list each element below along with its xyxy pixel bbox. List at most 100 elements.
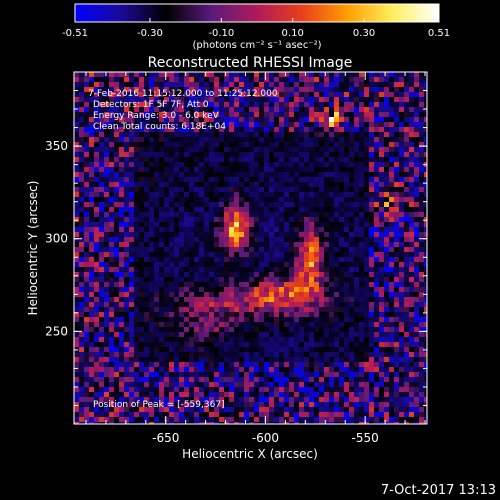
image-pixel	[109, 277, 114, 282]
image-pixel	[189, 162, 194, 167]
image-pixel	[409, 267, 414, 272]
image-pixel	[234, 117, 239, 122]
image-pixel	[294, 327, 299, 332]
image-pixel	[349, 372, 354, 377]
image-pixel	[239, 77, 244, 82]
image-pixel	[279, 222, 284, 227]
image-pixel	[179, 182, 184, 187]
image-pixel	[299, 107, 304, 112]
image-pixel	[284, 317, 289, 322]
image-pixel	[394, 192, 399, 197]
image-pixel	[159, 182, 164, 187]
image-pixel	[379, 207, 384, 212]
image-pixel	[119, 87, 124, 92]
image-pixel	[389, 327, 394, 332]
image-pixel	[254, 347, 259, 352]
image-pixel	[74, 127, 79, 132]
image-pixel	[104, 167, 109, 172]
image-pixel	[154, 92, 159, 97]
image-pixel	[199, 252, 204, 257]
image-pixel	[89, 237, 94, 242]
image-pixel	[284, 262, 289, 267]
image-pixel	[214, 147, 219, 152]
image-pixel	[354, 107, 359, 112]
image-pixel	[414, 127, 419, 132]
image-pixel	[339, 337, 344, 342]
image-pixel	[254, 242, 259, 247]
image-pixel	[134, 172, 139, 177]
image-pixel	[84, 252, 89, 257]
image-pixel	[299, 287, 304, 292]
image-pixel	[139, 307, 144, 312]
image-pixel	[319, 142, 324, 147]
image-pixel	[74, 227, 79, 232]
image-pixel	[364, 137, 369, 142]
image-pixel	[309, 337, 314, 342]
image-pixel	[284, 92, 289, 97]
image-pixel	[154, 232, 159, 237]
image-pixel	[409, 127, 414, 132]
image-pixel	[364, 312, 369, 317]
image-pixel	[294, 182, 299, 187]
image-pixel	[254, 222, 259, 227]
image-pixel	[244, 272, 249, 277]
image-pixel	[339, 387, 344, 392]
image-pixel	[349, 287, 354, 292]
image-pixel	[114, 237, 119, 242]
image-pixel	[199, 172, 204, 177]
image-pixel	[404, 372, 409, 377]
image-pixel	[399, 417, 404, 422]
image-pixel	[369, 282, 374, 287]
image-pixel	[409, 202, 414, 207]
image-pixel	[164, 157, 169, 162]
image-pixel	[379, 272, 384, 277]
image-pixel	[99, 182, 104, 187]
image-pixel	[399, 162, 404, 167]
image-pixel	[114, 387, 119, 392]
image-pixel	[154, 267, 159, 272]
image-pixel	[274, 307, 279, 312]
image-pixel	[274, 237, 279, 242]
image-pixel	[259, 342, 264, 347]
image-pixel	[339, 412, 344, 417]
image-pixel	[349, 352, 354, 357]
image-pixel	[404, 107, 409, 112]
image-pixel	[219, 402, 224, 407]
image-pixel	[339, 232, 344, 237]
image-pixel	[124, 117, 129, 122]
image-pixel	[154, 387, 159, 392]
image-pixel	[89, 382, 94, 387]
image-pixel	[354, 332, 359, 337]
image-pixel	[269, 72, 274, 77]
image-pixel	[309, 347, 314, 352]
image-pixel	[369, 167, 374, 172]
image-pixel	[294, 237, 299, 242]
image-pixel	[84, 297, 89, 302]
image-pixel	[189, 197, 194, 202]
image-pixel	[349, 317, 354, 322]
image-pixel	[119, 227, 124, 232]
image-pixel	[284, 272, 289, 277]
image-pixel	[134, 362, 139, 367]
image-pixel	[249, 122, 254, 127]
image-pixel	[319, 102, 324, 107]
image-pixel	[299, 392, 304, 397]
image-pixel	[344, 322, 349, 327]
image-pixel	[154, 317, 159, 322]
image-pixel	[249, 257, 254, 262]
image-pixel	[334, 272, 339, 277]
image-pixel	[229, 387, 234, 392]
image-pixel	[119, 242, 124, 247]
image-pixel	[309, 342, 314, 347]
image-pixel	[324, 202, 329, 207]
image-pixel	[89, 222, 94, 227]
image-pixel	[264, 87, 269, 92]
image-pixel	[124, 132, 129, 137]
image-pixel	[104, 187, 109, 192]
image-pixel	[179, 257, 184, 262]
image-pixel	[324, 227, 329, 232]
image-pixel	[209, 117, 214, 122]
image-pixel	[269, 137, 274, 142]
image-pixel	[394, 222, 399, 227]
image-pixel	[349, 342, 354, 347]
